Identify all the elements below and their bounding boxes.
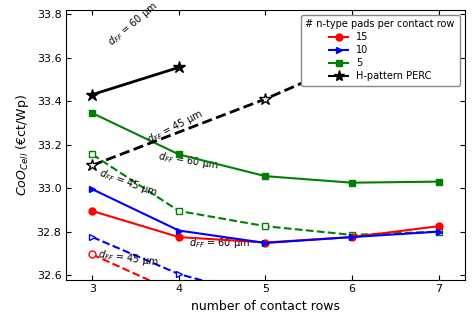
Text: $d_{FF}$ = 45 µm: $d_{FF}$ = 45 µm bbox=[97, 166, 159, 200]
Text: $d_{FF}$ = 45 µm: $d_{FF}$ = 45 µm bbox=[97, 247, 159, 270]
X-axis label: number of contact rows: number of contact rows bbox=[191, 300, 340, 313]
Legend: 15, 10, 5, H-pattern PERC: 15, 10, 5, H-pattern PERC bbox=[301, 15, 460, 86]
Text: $d_{FF}$ = 60 µm: $d_{FF}$ = 60 µm bbox=[157, 150, 220, 173]
Text: $d_{FF}$ = 45 µm: $d_{FF}$ = 45 µm bbox=[144, 107, 205, 147]
Y-axis label: $\mathit{CoO_{Cell}}$ (€ct/Wp): $\mathit{CoO_{Cell}}$ (€ct/Wp) bbox=[14, 94, 31, 196]
Text: $d_{FF}$ = 60 µm: $d_{FF}$ = 60 µm bbox=[189, 236, 250, 250]
Text: $d_{FF}$ = 60 µm: $d_{FF}$ = 60 µm bbox=[105, 0, 161, 49]
